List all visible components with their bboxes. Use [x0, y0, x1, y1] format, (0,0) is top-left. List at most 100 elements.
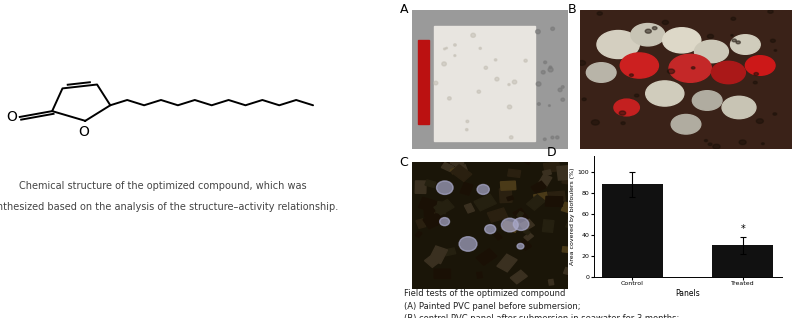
Circle shape [694, 40, 729, 63]
Bar [430, 212, 438, 218]
Bar [502, 221, 518, 232]
Bar [450, 158, 464, 168]
Bar [557, 166, 570, 180]
Circle shape [739, 140, 746, 145]
Circle shape [692, 91, 722, 110]
Circle shape [494, 59, 497, 61]
Circle shape [731, 17, 736, 20]
Bar [450, 167, 459, 174]
Text: C: C [399, 156, 408, 169]
Bar [444, 248, 456, 256]
Circle shape [630, 74, 634, 76]
Circle shape [662, 20, 669, 24]
Text: D: D [546, 146, 556, 159]
Circle shape [544, 61, 546, 64]
Circle shape [645, 29, 651, 33]
Circle shape [508, 84, 510, 86]
Text: O: O [6, 109, 17, 123]
Circle shape [582, 98, 586, 100]
Circle shape [440, 218, 450, 226]
Bar [568, 267, 582, 282]
Circle shape [732, 39, 736, 42]
Bar [501, 181, 516, 190]
Bar [418, 40, 429, 124]
Text: synthesized based on the analysis of the structure–activity relationship.: synthesized based on the analysis of the… [0, 202, 338, 212]
Bar [562, 202, 579, 215]
Bar [418, 197, 440, 213]
Circle shape [773, 113, 777, 115]
Bar [429, 246, 447, 264]
Circle shape [736, 41, 740, 44]
Bar [567, 269, 578, 276]
Bar [442, 158, 455, 165]
Circle shape [646, 81, 684, 106]
Bar [415, 181, 426, 193]
Circle shape [691, 67, 695, 69]
Circle shape [454, 55, 456, 57]
Circle shape [477, 184, 490, 194]
Circle shape [538, 103, 540, 105]
Text: B: B [567, 3, 576, 16]
Circle shape [477, 90, 481, 93]
Bar [567, 209, 585, 225]
Circle shape [471, 33, 475, 38]
Bar [531, 181, 546, 193]
Circle shape [434, 81, 438, 85]
Circle shape [517, 243, 524, 249]
Circle shape [512, 80, 517, 84]
Circle shape [549, 66, 552, 68]
Bar [497, 254, 517, 272]
Bar [542, 170, 551, 176]
Circle shape [443, 48, 446, 50]
Bar [434, 269, 450, 278]
X-axis label: Panels: Panels [675, 289, 700, 298]
Circle shape [510, 136, 513, 139]
Circle shape [446, 47, 447, 49]
Circle shape [484, 66, 487, 69]
Bar [508, 169, 521, 177]
Bar [542, 220, 554, 232]
Bar [516, 215, 534, 231]
Circle shape [542, 71, 545, 74]
Circle shape [667, 69, 674, 74]
Bar [523, 229, 530, 235]
Circle shape [591, 120, 599, 125]
Circle shape [671, 114, 701, 134]
Circle shape [550, 27, 554, 31]
Bar [455, 165, 467, 173]
Bar [562, 177, 569, 184]
Circle shape [707, 34, 714, 38]
Circle shape [662, 28, 701, 53]
Bar [548, 191, 566, 202]
Circle shape [711, 61, 746, 84]
Circle shape [549, 105, 550, 107]
Y-axis label: Area covered by biofoulers (%): Area covered by biofoulers (%) [570, 168, 575, 265]
Text: Chemical structure of the optimized compound, which was: Chemical structure of the optimized comp… [18, 181, 306, 191]
Circle shape [746, 56, 775, 75]
Text: A: A [399, 3, 408, 16]
Bar [543, 162, 560, 172]
Bar [524, 233, 534, 240]
Bar [713, 245, 773, 277]
Bar [517, 211, 523, 218]
Bar [510, 270, 527, 284]
Text: *: * [740, 224, 745, 234]
Circle shape [704, 140, 707, 142]
Bar [566, 215, 582, 230]
Circle shape [558, 88, 562, 92]
Circle shape [770, 39, 775, 42]
Circle shape [479, 47, 482, 49]
Circle shape [774, 50, 777, 51]
Text: O: O [78, 125, 89, 139]
Circle shape [495, 77, 499, 81]
Circle shape [466, 128, 468, 131]
Bar [424, 206, 434, 217]
Circle shape [561, 98, 565, 101]
Bar [474, 194, 496, 211]
Bar [499, 188, 512, 203]
Bar [436, 202, 447, 214]
Circle shape [502, 218, 518, 232]
Circle shape [731, 35, 733, 36]
Bar [425, 180, 436, 187]
Bar [487, 208, 508, 222]
